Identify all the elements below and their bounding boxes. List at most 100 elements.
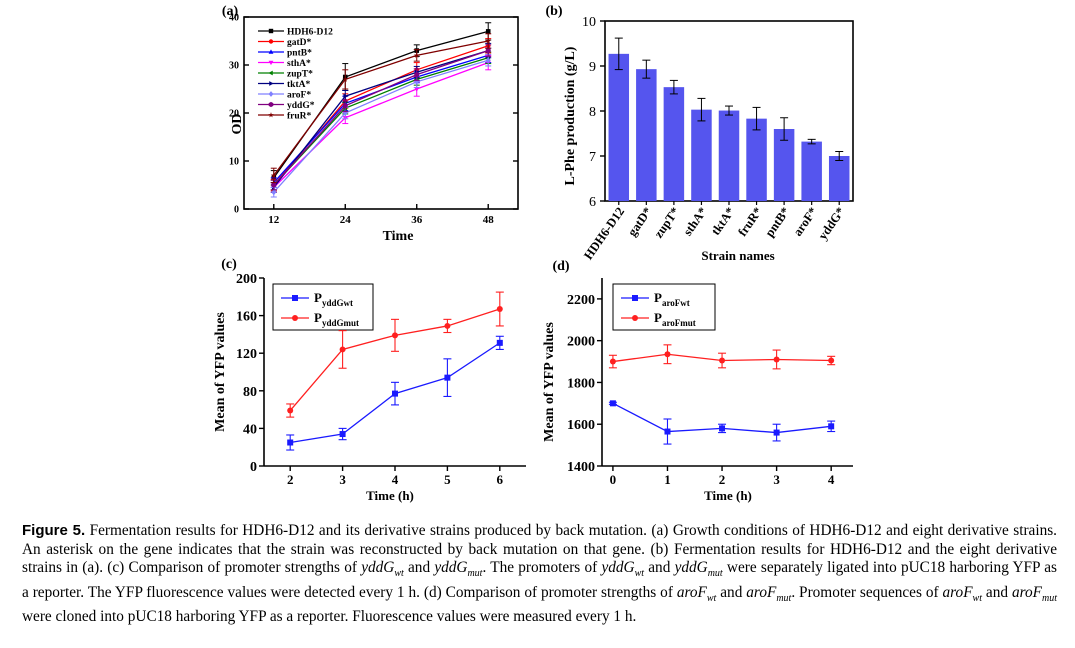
data-point — [496, 339, 503, 346]
data-point — [342, 76, 349, 82]
legend-marker — [269, 81, 274, 86]
x-tick-label: yddG* — [815, 205, 847, 243]
series-line — [273, 49, 489, 188]
legend-label: pntB* — [287, 49, 312, 59]
y-tick-label: 0 — [234, 205, 239, 216]
x-tick-label: 2 — [287, 472, 294, 487]
y-tick-label: 2200 — [567, 293, 595, 308]
data-point — [719, 425, 726, 432]
x-axis-label: Time (h) — [366, 488, 414, 503]
y-tick-label: 10 — [229, 157, 239, 168]
y-tick-label: 1800 — [567, 376, 595, 391]
data-point — [271, 189, 277, 196]
chart-a: 0 10 20 30 40 12 24 36 48 Time OD (a) HDH6-D12gatD*p… — [222, 4, 519, 244]
series-fruR*: fruR* — [258, 33, 492, 184]
legend-label: sthA* — [287, 59, 311, 69]
y-axis-label: L-Phe production (g/L) — [563, 46, 578, 185]
caption-gene: aroFmut — [1011, 583, 1057, 604]
x-tick-label: 3 — [773, 472, 780, 487]
panel-label-b: (b) — [545, 4, 562, 19]
x-tick-label: 4 — [392, 472, 399, 487]
series-yddGmut: PyddGmut — [281, 291, 504, 418]
x-tick-label: 48 — [483, 214, 495, 226]
y-tick-label: 20 — [229, 109, 239, 120]
data-point — [828, 357, 835, 364]
caption-gene: yddGmut — [674, 559, 723, 580]
data-point — [343, 93, 349, 99]
legend-box — [272, 283, 374, 331]
data-point — [342, 110, 348, 116]
data-point — [485, 47, 491, 54]
legend-subscript: aroFmut — [662, 318, 696, 328]
chart-c: 0 40 80 120 160 200 2 3 4 5 6 Time (h) Mean of YFP v… — [213, 257, 526, 503]
x-axis-label: Strain names — [701, 248, 774, 263]
legend-label: ParoFmut — [654, 310, 696, 328]
legend-marker — [268, 70, 273, 76]
data-point — [485, 29, 491, 34]
bar-yddG* — [828, 156, 850, 201]
caption-gene: yddGwt — [601, 559, 645, 580]
x-tick-label: 12 — [268, 214, 280, 226]
data-point — [773, 429, 780, 436]
data-point — [392, 332, 398, 339]
x-tick-label: gatD* — [625, 205, 655, 239]
legend-subscript: yddGwt — [322, 298, 353, 308]
y-tick-label: 0 — [250, 460, 257, 475]
series-yddG*: yddG* — [258, 44, 492, 191]
x-axis-label: Time (h) — [704, 488, 752, 503]
y-tick-label: 40 — [243, 422, 257, 437]
data-point — [287, 439, 294, 446]
bar-aroF* — [801, 141, 822, 201]
caption-gene: yddGwt — [361, 559, 404, 580]
x-tick-label: pntB* — [762, 205, 792, 240]
data-point — [664, 428, 671, 435]
data-point — [339, 431, 346, 438]
legend-subscript: yddGmut — [322, 318, 359, 328]
x-tick-label: sthA* — [681, 205, 710, 239]
series-line — [273, 59, 489, 193]
x-tick-label: HDH6-D12 — [581, 205, 627, 263]
x-tick-label: 2 — [719, 472, 726, 487]
data-point — [444, 374, 451, 381]
data-point — [773, 356, 780, 363]
panel-label-c: (c) — [221, 257, 237, 272]
legend-marker — [292, 295, 298, 301]
data-point — [270, 172, 277, 178]
data-point — [414, 78, 420, 85]
data-point — [392, 390, 398, 397]
x-tick-label: 36 — [411, 214, 423, 226]
data-point — [342, 103, 348, 109]
x-tick-label: 6 — [497, 472, 504, 487]
y-tick-label: 30 — [229, 61, 239, 72]
legend-marker — [632, 295, 638, 301]
legend-marker — [268, 28, 274, 34]
y-tick-label: 120 — [236, 347, 257, 362]
legend-label: zupT* — [287, 70, 313, 80]
x-tick-label: fruR* — [735, 205, 765, 239]
bar-sthA* — [691, 109, 712, 201]
x-tick-label: 4 — [828, 472, 835, 487]
bar-fruR* — [746, 118, 767, 201]
x-tick-label: 24 — [340, 214, 352, 226]
data-point — [444, 322, 451, 329]
caption-gene: aroFmut — [746, 583, 792, 604]
legend-label: PyddGmut — [314, 310, 359, 328]
data-point — [609, 400, 616, 407]
panel-label-d: (d) — [552, 259, 569, 274]
legend-label: fruR* — [287, 112, 312, 122]
legend-marker — [268, 39, 274, 44]
data-point — [413, 52, 420, 58]
legend-marker — [268, 112, 274, 118]
y-axis-label: Mean of YFP values — [542, 322, 557, 442]
data-point — [664, 351, 671, 358]
legend-label: yddG* — [287, 101, 315, 111]
legend-label: gatD* — [287, 38, 312, 48]
bar-HDH6-D12 — [608, 53, 630, 201]
bar-tktA* — [718, 110, 740, 201]
y-tick-label: 7 — [589, 150, 596, 165]
panel-label-a: (a) — [222, 4, 239, 19]
series-line — [273, 49, 489, 186]
y-axis-label: OD — [230, 114, 245, 135]
x-axis-label: Time — [383, 229, 414, 244]
data-point — [828, 423, 835, 430]
